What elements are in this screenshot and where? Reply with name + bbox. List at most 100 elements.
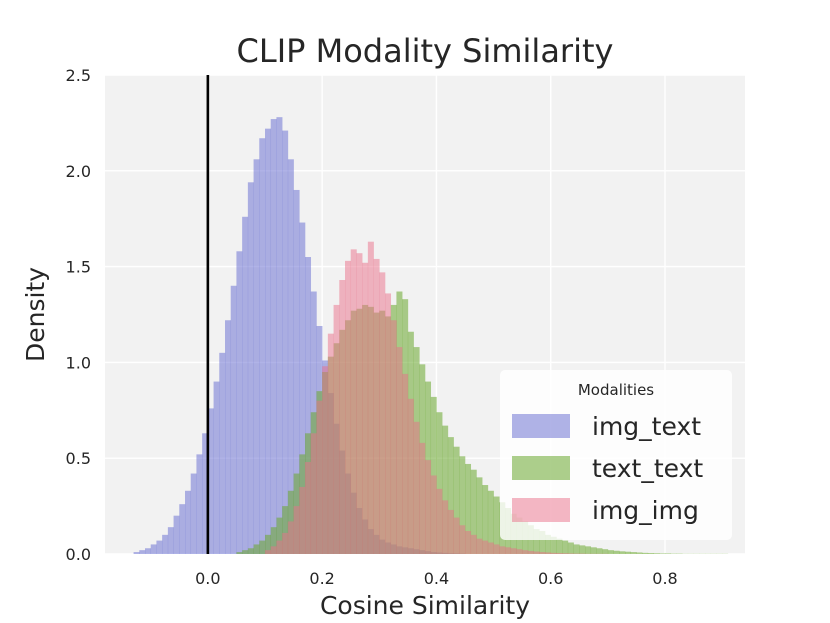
histogram-bar bbox=[276, 117, 283, 554]
tick-labels: 0.0 0.2 0.4 0.6 0.8 0.0 0.5 1.0 1.5 2.0 2.5 bbox=[66, 66, 678, 588]
histogram-bar bbox=[276, 517, 283, 554]
histogram-bar bbox=[442, 425, 449, 554]
histogram-bar bbox=[213, 381, 220, 554]
histogram-bar bbox=[385, 293, 392, 554]
histogram-bar bbox=[550, 552, 557, 554]
histogram-bar bbox=[642, 552, 649, 554]
legend-label: img_img bbox=[592, 496, 699, 525]
y-tick-label: 1.5 bbox=[66, 258, 91, 277]
histogram-bar bbox=[253, 544, 260, 554]
histogram-bar bbox=[145, 548, 152, 554]
histogram-bar bbox=[505, 547, 512, 554]
legend-swatch bbox=[512, 456, 570, 480]
histogram-bar bbox=[207, 408, 214, 554]
histogram-bar bbox=[345, 260, 352, 554]
histogram-bar bbox=[179, 504, 186, 554]
histogram-bar bbox=[287, 159, 294, 554]
histogram-bar bbox=[596, 548, 603, 554]
y-tick-label: 1.0 bbox=[66, 353, 91, 372]
histogram-bar bbox=[556, 553, 563, 554]
y-tick-label: 0.0 bbox=[66, 545, 91, 564]
legend-label: text_text bbox=[592, 454, 703, 483]
histogram-bar bbox=[356, 253, 363, 555]
histogram-bar bbox=[470, 469, 477, 554]
histogram-bar bbox=[407, 398, 414, 554]
histogram-bar bbox=[287, 521, 294, 554]
legend: Modalities img_text text_text img_img bbox=[500, 370, 732, 540]
histogram-bar bbox=[293, 506, 300, 554]
histogram-bar bbox=[270, 527, 277, 554]
x-axis-label: Cosine Similarity bbox=[320, 591, 530, 620]
histogram-bar bbox=[270, 546, 277, 554]
histogram-bar bbox=[247, 548, 254, 554]
histogram-bar bbox=[436, 412, 443, 554]
histogram-bar bbox=[442, 500, 449, 554]
histogram-bar bbox=[579, 545, 586, 554]
legend-entry: img_text bbox=[512, 412, 701, 441]
histogram-bar bbox=[567, 542, 574, 554]
histogram-bar bbox=[527, 550, 534, 554]
y-tick-label: 2.5 bbox=[66, 66, 91, 85]
x-tick-label: 0.4 bbox=[424, 569, 449, 588]
legend-box bbox=[500, 370, 732, 540]
histogram-bar bbox=[585, 546, 592, 554]
histogram-bar bbox=[550, 536, 557, 554]
histogram-bar bbox=[225, 320, 232, 554]
histogram-bar bbox=[242, 550, 249, 554]
y-axis-label: Density bbox=[21, 267, 50, 362]
legend-swatch bbox=[512, 498, 570, 522]
histogram-bar bbox=[499, 546, 506, 554]
histogram-bar bbox=[299, 222, 306, 555]
histogram-bar bbox=[299, 486, 306, 554]
histogram-bar bbox=[259, 540, 266, 554]
histogram-bar bbox=[653, 553, 660, 554]
histogram-bar bbox=[305, 257, 312, 554]
histogram-bar bbox=[470, 534, 477, 554]
histogram-bar bbox=[425, 460, 432, 554]
histogram-bar bbox=[476, 538, 483, 554]
histogram-bar bbox=[367, 241, 374, 554]
histogram-bar bbox=[139, 550, 146, 554]
histogram-bar bbox=[607, 550, 614, 554]
histogram-bar bbox=[293, 189, 300, 554]
histogram-bar bbox=[482, 540, 489, 554]
histogram-bar bbox=[196, 454, 203, 554]
histogram-bar bbox=[459, 525, 466, 554]
histogram-bar bbox=[242, 216, 249, 554]
legend-entries: img_text text_text img_img bbox=[512, 412, 703, 525]
histogram-bar bbox=[453, 446, 460, 554]
x-tick-label: 0.2 bbox=[309, 569, 334, 588]
histogram-bar bbox=[419, 442, 426, 554]
histogram-bar bbox=[602, 549, 609, 554]
histogram-bar bbox=[539, 552, 546, 554]
histogram-bar bbox=[487, 542, 494, 554]
histogram-bar bbox=[453, 517, 460, 554]
histogram-bar bbox=[533, 529, 540, 554]
histogram-bar bbox=[316, 400, 323, 554]
histogram-bar bbox=[465, 463, 472, 554]
legend-title: Modalities bbox=[578, 381, 654, 399]
histogram-bar bbox=[133, 552, 140, 554]
histogram-bar bbox=[647, 553, 654, 554]
histogram-bar bbox=[350, 249, 357, 554]
histogram-bar bbox=[482, 485, 489, 554]
grid bbox=[105, 74, 745, 555]
histogram-bar bbox=[373, 258, 380, 554]
histogram-bar bbox=[333, 304, 340, 554]
histogram-bar bbox=[322, 366, 329, 554]
histogram-bar bbox=[270, 119, 277, 555]
histogram-bar bbox=[436, 488, 443, 554]
histogram-bar bbox=[533, 551, 540, 554]
series-img_img bbox=[265, 241, 609, 555]
histogram-bar bbox=[202, 433, 209, 554]
histogram-bar bbox=[539, 531, 546, 554]
legend-entry: text_text bbox=[512, 454, 703, 483]
histogram-bar bbox=[413, 421, 420, 554]
histogram-bar bbox=[150, 544, 157, 554]
histogram-bar bbox=[362, 262, 369, 554]
histogram-bar bbox=[562, 553, 569, 554]
histogram-bar bbox=[190, 473, 197, 554]
histogram-bar bbox=[447, 437, 454, 554]
histogram-bar bbox=[327, 333, 334, 554]
histogram-bar bbox=[173, 515, 180, 554]
